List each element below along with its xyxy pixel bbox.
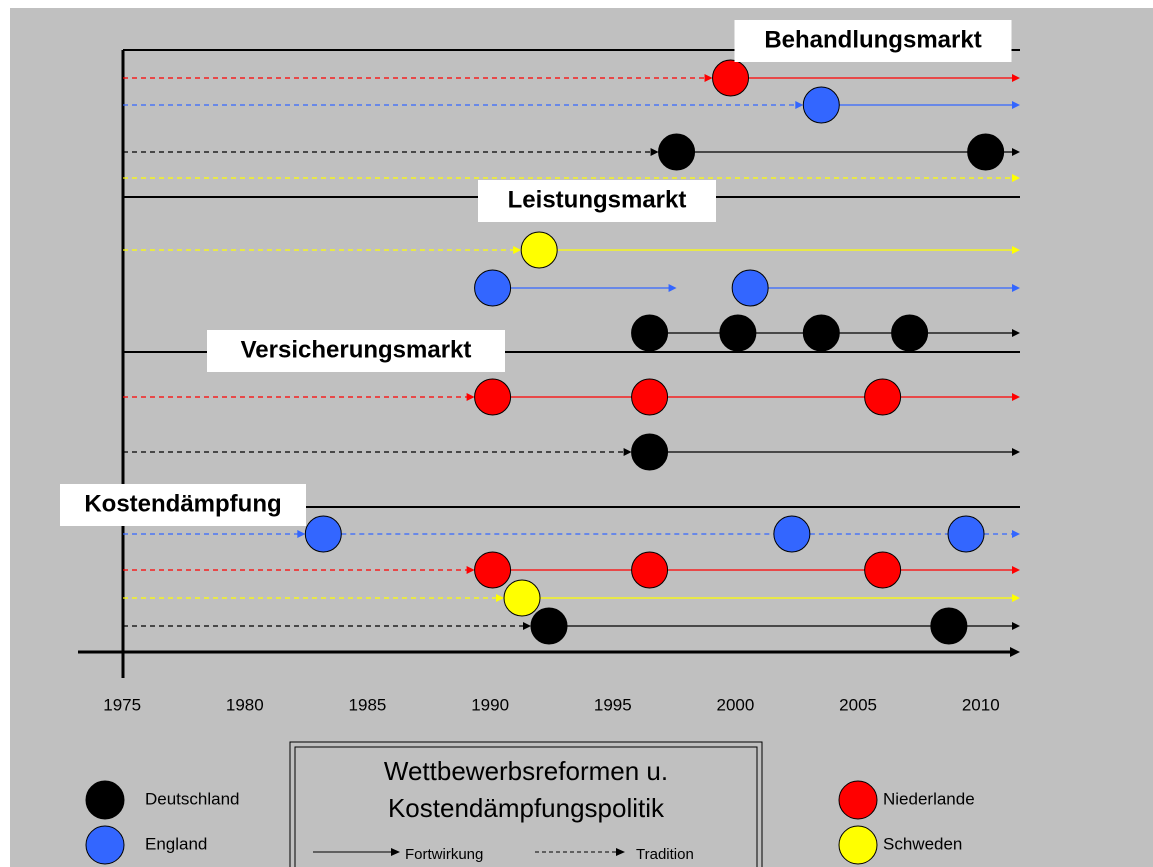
legend-box-inner: [294, 746, 758, 867]
event-dot: [503, 579, 541, 617]
section-label: Versicherungsmarkt: [241, 336, 472, 363]
event-dot: [658, 133, 696, 171]
arrowhead: [391, 848, 400, 856]
event-dot: [530, 607, 568, 645]
x-tick-label: 1990: [471, 695, 509, 714]
arrowhead: [513, 246, 522, 254]
event-dot: [773, 515, 811, 553]
solid-label: Fortwirkung: [405, 846, 483, 863]
event-dot: [864, 378, 902, 416]
event-dot: [967, 133, 1005, 171]
legend-label: England: [145, 834, 207, 853]
background: [10, 8, 1153, 867]
event-dot: [731, 269, 769, 307]
arrowhead: [466, 393, 475, 401]
arrowhead: [668, 284, 677, 292]
arrowhead: [1012, 448, 1020, 456]
legend-title: Kostendämpfungspolitik: [388, 793, 665, 823]
section-label-box: [207, 330, 505, 372]
section-label-box: [60, 484, 306, 526]
x-tick-label: 2005: [839, 695, 877, 714]
x-tick-label: 1985: [349, 695, 387, 714]
event-dot: [631, 314, 669, 352]
legend-swatch: [85, 780, 125, 820]
legend-label: Deutschland: [145, 789, 240, 808]
arrowhead: [496, 594, 505, 602]
arrowhead: [1010, 647, 1020, 657]
event-dot: [930, 607, 968, 645]
arrowhead: [616, 848, 625, 856]
arrowhead: [1012, 74, 1020, 82]
event-dot: [474, 551, 512, 589]
section-label: Leistungsmarkt: [508, 186, 687, 213]
legend-title: Wettbewerbsreformen u.: [384, 756, 668, 786]
event-dot: [474, 269, 512, 307]
arrowhead: [1012, 530, 1020, 538]
section-label-box: [478, 180, 716, 222]
legend-box: [289, 741, 763, 867]
arrowhead: [1012, 566, 1020, 574]
arrowhead: [650, 148, 659, 156]
legend-label: Schweden: [883, 834, 962, 853]
legend-swatch: [838, 825, 878, 865]
arrowhead: [1012, 101, 1020, 109]
legend-swatch: [85, 825, 125, 865]
event-dot: [947, 515, 985, 553]
event-dot: [631, 551, 669, 589]
event-dot: [802, 314, 840, 352]
arrowhead: [466, 566, 475, 574]
section-label: Kostendämpfung: [84, 490, 281, 517]
x-tick-label: 2010: [962, 695, 1000, 714]
event-dot: [520, 231, 558, 269]
event-dot: [864, 551, 902, 589]
section-label-box: [734, 20, 1012, 62]
arrowhead: [704, 74, 713, 82]
event-dot: [719, 314, 757, 352]
section-label: Behandlungsmarkt: [764, 26, 981, 53]
arrowhead: [523, 622, 531, 630]
event-dot: [304, 515, 342, 553]
arrowhead: [1012, 148, 1020, 156]
event-dot: [891, 314, 929, 352]
arrowhead: [1012, 284, 1020, 292]
x-tick-label: 2000: [717, 695, 755, 714]
arrowhead: [1012, 622, 1020, 630]
arrowhead: [1012, 594, 1020, 602]
arrowhead: [795, 101, 804, 109]
event-dot: [712, 59, 750, 97]
arrowhead: [1012, 174, 1020, 182]
arrowhead: [623, 448, 632, 456]
x-tick-label: 1975: [103, 695, 141, 714]
x-tick-label: 1995: [594, 695, 632, 714]
legend-swatch: [838, 780, 878, 820]
x-tick-label: 1980: [226, 695, 264, 714]
dashed-label: Tradition: [636, 846, 694, 863]
arrowhead: [297, 530, 306, 538]
arrowhead: [1012, 393, 1020, 401]
arrowhead: [1012, 329, 1020, 337]
arrowhead: [1012, 246, 1020, 254]
event-dot: [474, 378, 512, 416]
event-dot: [631, 433, 669, 471]
legend-label: Niederlande: [883, 789, 975, 808]
event-dot: [631, 378, 669, 416]
event-dot: [802, 86, 840, 124]
